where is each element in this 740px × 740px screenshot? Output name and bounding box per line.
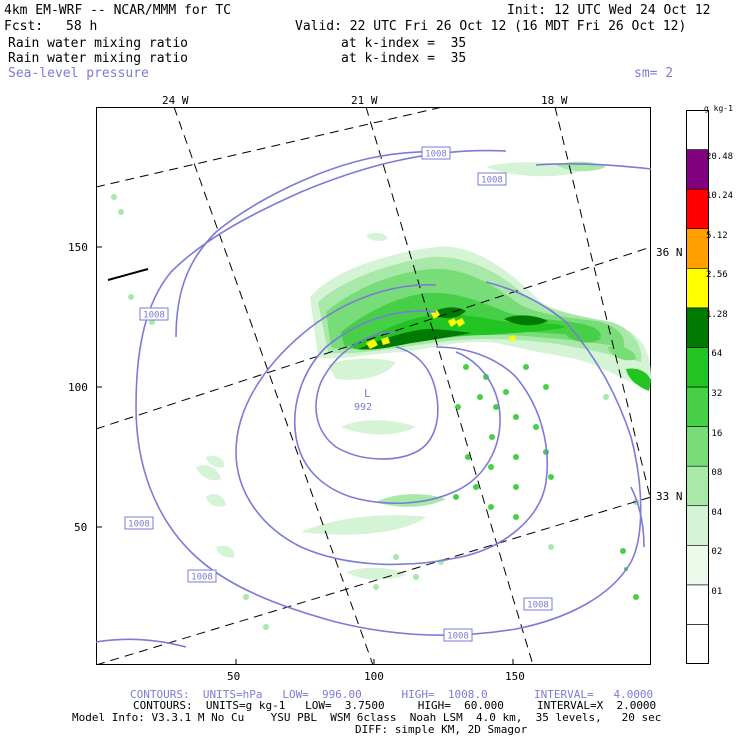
- contour-label-5: 1008: [187, 569, 217, 583]
- lon-label-21w: 21 W: [351, 94, 378, 107]
- colorbar-level-label: 1.28: [706, 309, 728, 320]
- low-center-marker: L: [364, 387, 371, 400]
- forecast-label: Fcst:: [4, 19, 44, 34]
- lat-lon-grid: [96, 107, 651, 665]
- field-level-2: at k-index = 35: [341, 51, 467, 66]
- contour-label-6: 1008: [523, 597, 553, 611]
- lon-label-18w: 18 W: [541, 94, 568, 107]
- colorbar-level-label: 20.48: [706, 151, 734, 162]
- svg-text:1008: 1008: [425, 150, 447, 160]
- x-tick-150: 150: [505, 670, 525, 683]
- svg-text:1008: 1008: [527, 601, 549, 611]
- scale-line: [107, 268, 149, 281]
- contours-rain-info: CONTOURS: UNITS=g kg-1 LOW= 3.7500 HIGH=…: [133, 699, 657, 712]
- colorbar-level-label: .02: [706, 547, 723, 558]
- diff-info: DIFF: simple KM, 2D Smagor: [355, 723, 528, 736]
- lat-label-33n: 33 N: [656, 490, 683, 503]
- valid-time: Valid: 22 UTC Fri 26 Oct 12 (16 MDT Fri …: [295, 19, 687, 34]
- contour-label-2: 1008: [477, 172, 507, 186]
- y-tick-150: 150: [68, 241, 88, 254]
- init-time: Init: 12 UTC Wed 24 Oct 12: [507, 3, 711, 18]
- y-tick-100: 100: [68, 381, 88, 394]
- field-label-3: Sea-level pressure: [8, 66, 149, 81]
- colorbar-units: g kg-1: [704, 104, 733, 113]
- field-label-1: Rain water mixing ratio: [8, 36, 189, 51]
- map-plot: 1008 1008 1008 1008 1008 1008: [96, 107, 651, 665]
- contour-labels: 1008 1008 1008 1008 1008 1008: [124, 146, 553, 642]
- contour-label-3: 1008: [139, 307, 169, 321]
- model-info: Model Info: V3.3.1 M No Cu YSU PBL WSM 6…: [72, 711, 662, 724]
- colorbar-level-label: .04: [706, 507, 723, 518]
- colorbar-level-label: 2.56: [706, 270, 728, 281]
- colorbar-block: [686, 624, 709, 664]
- colorbar-level-label: .32: [706, 389, 723, 399]
- smoothing-label: sm= 2: [634, 66, 674, 81]
- contour-label-7: 1008: [443, 628, 473, 642]
- x-tick-50: 50: [227, 670, 241, 683]
- colorbar-level-label: .64: [706, 349, 723, 360]
- lon-label-24w: 24 W: [162, 94, 189, 107]
- y-tick-50: 50: [74, 521, 88, 534]
- lat-label-36n: 36 N: [656, 246, 683, 259]
- forecast-hour: 58 h: [66, 19, 98, 34]
- svg-text:1008: 1008: [128, 520, 150, 530]
- colorbar-level-label: .16: [706, 428, 723, 439]
- colorbar-level-label: 5.12: [706, 230, 728, 241]
- axis-ticks: [96, 246, 514, 665]
- colorbar-level-label: .01: [706, 586, 723, 597]
- svg-text:1008: 1008: [481, 176, 503, 186]
- pressure-contours: [96, 149, 651, 648]
- colorbar-level-label: 10.24: [706, 191, 734, 202]
- svg-text:1008: 1008: [191, 573, 213, 583]
- contours-slp-info: CONTOURS: UNITS=hPa LOW= 996.00 HIGH= 10…: [130, 688, 654, 701]
- svg-text:1008: 1008: [143, 311, 165, 321]
- model-title: 4km EM-WRF -- NCAR/MMM for TC: [4, 3, 231, 18]
- colorbar-level-label: .08: [706, 468, 723, 479]
- low-center-value: 992: [354, 402, 372, 413]
- field-label-2: Rain water mixing ratio: [8, 51, 189, 66]
- field-level-1: at k-index = 35: [341, 36, 467, 51]
- contour-label-1: 1008: [421, 146, 451, 160]
- contour-label-4: 1008: [124, 516, 154, 530]
- colorbar-block: [686, 110, 709, 150]
- colorbar: [686, 110, 709, 664]
- svg-text:1008: 1008: [447, 632, 469, 642]
- x-tick-100: 100: [364, 670, 384, 683]
